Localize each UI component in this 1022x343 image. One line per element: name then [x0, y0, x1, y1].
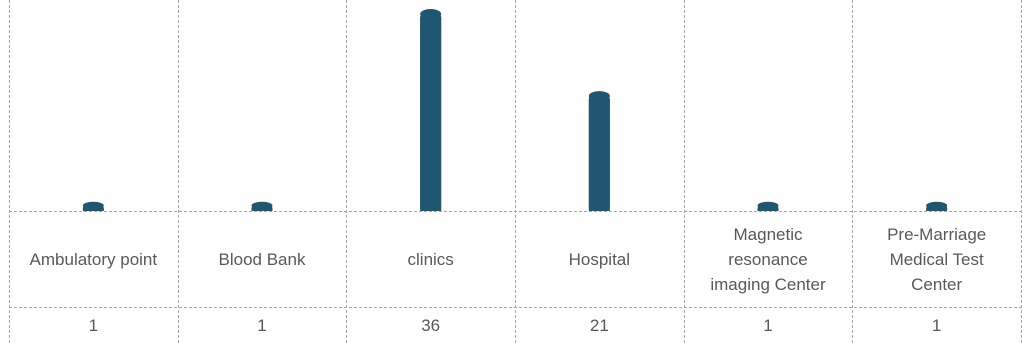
bar-pre-marriage-medical-test-center	[926, 201, 948, 211]
category-label: Magnetic resonance imaging Center	[710, 225, 826, 294]
data-label: 1	[89, 316, 98, 335]
category-labels: Ambulatory point Blood Bank clinics Hospita…	[30, 225, 987, 294]
chart-grid	[9, 0, 1022, 343]
category-label: Hospital	[569, 250, 630, 269]
bar-ambulatory-point	[82, 201, 104, 211]
data-label: 21	[590, 316, 609, 335]
bar-hospital	[588, 91, 610, 211]
category-label: Pre-Marriage Medical Test Center	[887, 225, 986, 294]
data-label: 1	[932, 316, 941, 335]
bar-blood-bank	[251, 201, 273, 211]
bar-magnetic-resonance-imaging-center	[757, 201, 779, 211]
category-label: Blood Bank	[219, 250, 306, 269]
category-label: clinics	[408, 250, 454, 269]
category-label: Ambulatory point	[30, 250, 158, 269]
data-label: 1	[763, 316, 772, 335]
data-label: 1	[257, 316, 266, 335]
bar-clinics	[420, 9, 442, 211]
data-label: 36	[421, 316, 440, 335]
bar-series	[82, 9, 948, 211]
data-table-values: 1 1 36 21 1 1	[89, 316, 942, 335]
